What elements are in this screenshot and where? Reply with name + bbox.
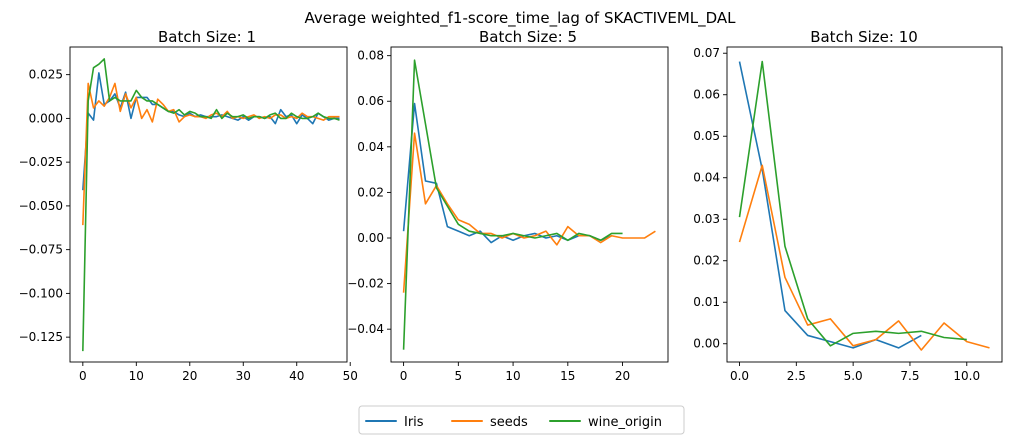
plot-frame [390, 46, 669, 363]
series-line-wine-origin [402, 59, 623, 350]
y-tick-label: −0.02 [347, 277, 384, 291]
y-tick-label: 0.05 [693, 129, 720, 143]
y-tick-label: 0.02 [693, 254, 720, 268]
y-tick-label: −0.125 [19, 330, 63, 344]
series-line-wine-origin [82, 58, 340, 352]
series-line-iris [738, 61, 922, 349]
y-tick-label: 0.000 [29, 111, 63, 125]
y-tick-label: 0.07 [693, 46, 720, 60]
x-tick-label: 20 [615, 369, 630, 383]
legend-entry-wine-origin: wine_origin [549, 415, 662, 430]
legend-label-iris: Iris [404, 415, 424, 430]
plot-frame [69, 46, 348, 363]
x-tick-label: 10.0 [953, 369, 980, 383]
x-tick-label: 0 [79, 369, 87, 383]
y-tick-label: 0.08 [357, 49, 384, 63]
series-line-iris [82, 72, 340, 191]
subplot-batch-size-1: Batch Size: 1 0 10 20 30 40 50 −0.125 −0.100 −0.… [19, 28, 358, 383]
legend-label-wine-origin: wine_origin [588, 415, 662, 430]
y-tick-label: −0.04 [347, 322, 384, 336]
legend: Iris seeds wine_origin [358, 405, 685, 435]
y-tick-label: 0.06 [693, 88, 720, 102]
x-tick-label: 5 [455, 369, 463, 383]
y-tick-label: 0.03 [693, 212, 720, 226]
subplot-title: Batch Size: 10 [810, 28, 918, 46]
subplot-batch-size-10: Batch Size: 10 0.0 2.5 5.0 7.5 10.0 0.00 0.01 0… [693, 28, 1003, 383]
y-tick-label: 0.025 [29, 68, 63, 82]
y-tick-label: 0.01 [693, 295, 720, 309]
y-tick-label: 0.02 [357, 185, 384, 199]
y-tick-label: −0.100 [19, 286, 63, 300]
legend-entry-iris: Iris [365, 415, 424, 430]
y-tick-label: 0.06 [357, 94, 384, 108]
y-tick-label: −0.075 [19, 243, 63, 257]
x-tick-label: 30 [236, 369, 251, 383]
figure-title: Average weighted_f1-score_time_lag of SK… [304, 9, 736, 28]
x-tick-label: 2.5 [787, 369, 806, 383]
y-tick-label: −0.025 [19, 155, 63, 169]
series-line-wine-origin [738, 60, 967, 347]
legend-entry-seeds: seeds [451, 415, 528, 430]
plot-frame [726, 46, 1003, 363]
series-line-seeds [738, 164, 990, 351]
subplot-batch-size-5: Batch Size: 5 0 5 10 15 20 −0.04 −0.02 0.00 0.02… [347, 28, 669, 383]
x-tick-label: 15 [560, 369, 575, 383]
x-tick-label: 5.0 [844, 369, 863, 383]
legend-label-seeds: seeds [490, 415, 528, 430]
x-tick-label: 20 [182, 369, 197, 383]
x-tick-label: 0 [400, 369, 408, 383]
x-tick-label: 0.0 [730, 369, 749, 383]
series-line-seeds [82, 82, 340, 226]
y-tick-label: −0.050 [19, 199, 63, 213]
y-tick-label: 0.00 [693, 337, 720, 351]
x-tick-label: 40 [289, 369, 304, 383]
x-tick-label: 10 [129, 369, 144, 383]
y-tick-label: 0.00 [357, 231, 384, 245]
y-tick-label: 0.04 [693, 171, 720, 185]
subplot-title: Batch Size: 1 [158, 28, 256, 46]
x-tick-label: 7.5 [900, 369, 919, 383]
y-tick-label: 0.04 [357, 140, 384, 154]
x-tick-label: 50 [343, 369, 358, 383]
x-tick-label: 10 [505, 369, 520, 383]
legend-frame [358, 405, 685, 435]
subplot-title: Batch Size: 5 [479, 28, 577, 46]
